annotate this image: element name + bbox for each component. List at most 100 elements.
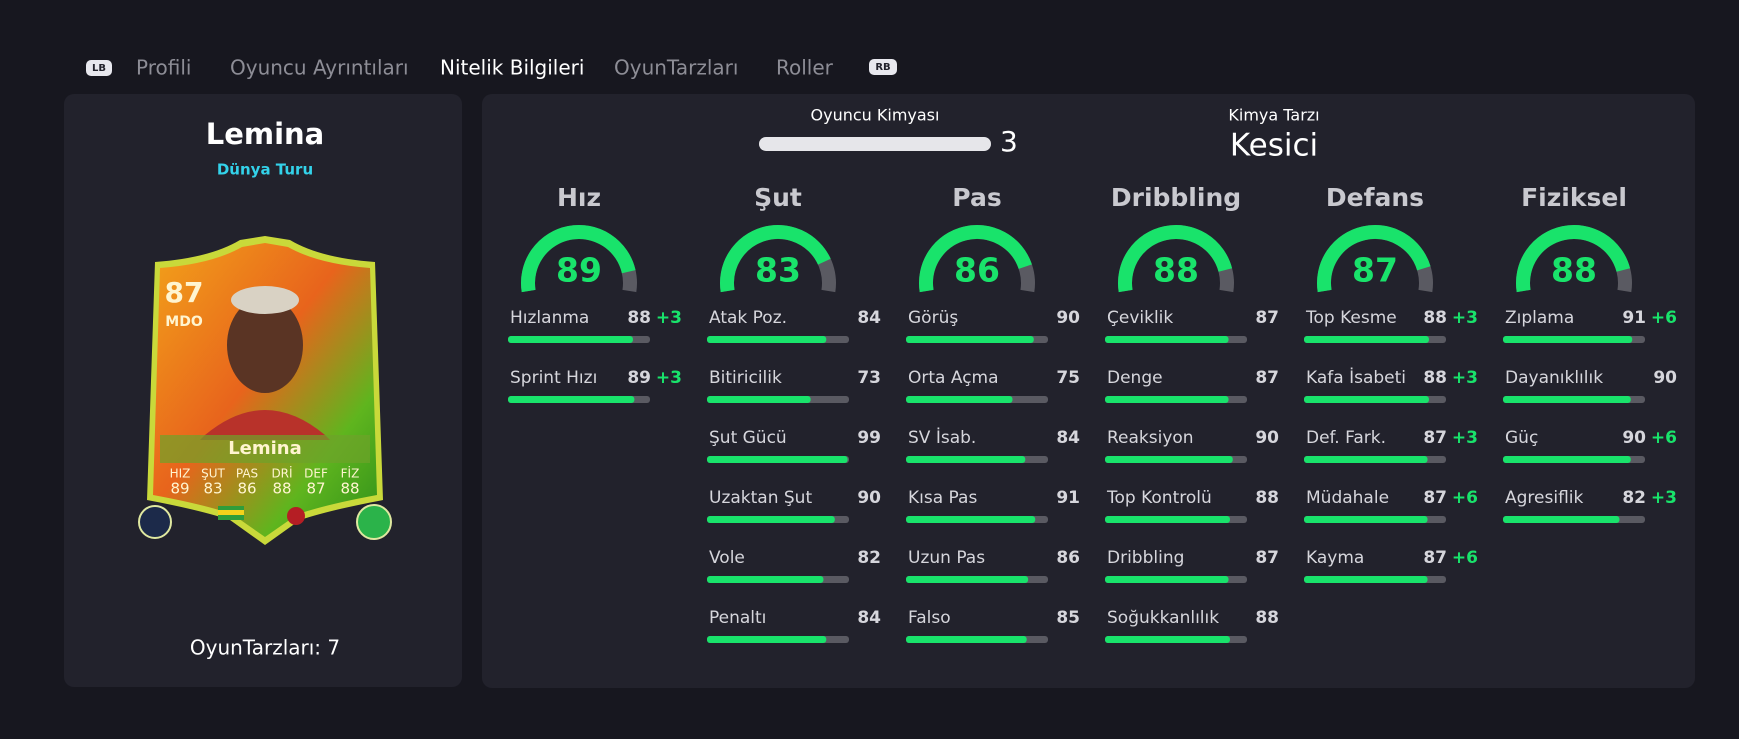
stat-bar <box>707 336 827 343</box>
stat-name: Falso <box>908 608 951 628</box>
card-stat-label: FİZ <box>341 466 360 481</box>
stat-value: 87 <box>1423 488 1447 508</box>
stat-name: Dayanıklılık <box>1505 368 1603 388</box>
stat-value: 90 <box>1653 368 1677 388</box>
card-name-band <box>160 435 370 463</box>
stat-bar <box>1304 576 1428 583</box>
lb-button[interactable] <box>86 60 112 76</box>
stat-bar <box>1105 576 1229 583</box>
stat-name: Sprint Hızı <box>510 368 597 388</box>
card-stat-label: HIZ <box>170 467 191 481</box>
stat-bar <box>906 636 1027 643</box>
stat-boost: +6 <box>1651 428 1677 448</box>
stat-value: 87 <box>1255 548 1279 568</box>
stat-value: 87 <box>1255 308 1279 328</box>
stat-name: Hızlanma <box>510 308 589 328</box>
stat-value: 90 <box>1255 428 1279 448</box>
stat-name: Zıplama <box>1505 308 1574 328</box>
stat-boost: +3 <box>1452 428 1478 448</box>
stat-name: Uzun Pas <box>908 548 985 568</box>
stat-value: 91 <box>1622 308 1646 328</box>
card-stat-label: PAS <box>236 467 258 481</box>
evolution-badge <box>138 505 172 539</box>
stat-name: Dribbling <box>1107 548 1184 568</box>
stat-boost: +3 <box>1452 308 1478 328</box>
stat-name: Kısa Pas <box>908 488 977 508</box>
gauge-value: 86 <box>954 251 1000 290</box>
stat-bar <box>1105 396 1229 403</box>
stat-name: Vole <box>709 548 745 568</box>
category-title: Şut <box>754 183 802 212</box>
card-stat-label: DEF <box>304 467 328 481</box>
stat-bar <box>707 516 835 523</box>
card-stat-value: 88 <box>340 480 359 498</box>
stat-boost: +6 <box>1452 488 1478 508</box>
stat-value: 87 <box>1423 428 1447 448</box>
stat-bar <box>906 396 1013 403</box>
stat-boost: +6 <box>1452 548 1478 568</box>
stat-name: SV İsab. <box>908 427 976 448</box>
playstyles-count: OyunTarzları: 7 <box>190 636 340 660</box>
stat-name: Agresiflik <box>1505 488 1584 508</box>
stat-bar <box>1105 456 1233 463</box>
tab[interactable]: Profili <box>136 56 191 80</box>
card-stat-value: 89 <box>170 480 189 498</box>
player-name: Lemina <box>206 117 325 151</box>
stat-bar <box>707 396 811 403</box>
player-face <box>227 297 303 393</box>
stat-bar <box>1304 516 1428 523</box>
tab[interactable]: Roller <box>776 56 834 80</box>
gauge-fill <box>720 225 831 293</box>
stat-bar <box>1304 396 1429 403</box>
stat-value: 84 <box>857 308 881 328</box>
stat-name: Çeviklik <box>1107 308 1173 328</box>
stat-name: Top Kesme <box>1305 308 1397 328</box>
stat-value: 88 <box>627 308 651 328</box>
stat-value: 90 <box>857 488 881 508</box>
stat-bar <box>1105 636 1230 643</box>
stat-boost: +3 <box>656 368 682 388</box>
stat-name: Soğukkanlılık <box>1107 608 1219 628</box>
stat-value: 84 <box>857 608 881 628</box>
stat-name: Def. Fark. <box>1306 428 1386 448</box>
stat-value: 88 <box>1255 488 1279 508</box>
stat-value: 84 <box>1056 428 1080 448</box>
stat-name: Penaltı <box>709 608 766 628</box>
chemistry-fill <box>759 137 991 151</box>
stat-bar <box>707 636 827 643</box>
stat-value: 91 <box>1056 488 1080 508</box>
stat-name: Uzaktan Şut <box>709 488 812 508</box>
tabs: Profili Oyuncu Ayrıntıları Nitelik Bilgile… <box>136 56 834 80</box>
stat-bar <box>707 576 824 583</box>
tab[interactable]: OyunTarzları <box>614 56 738 80</box>
rb-label: RB <box>875 62 890 73</box>
tab[interactable]: Nitelik Bilgileri <box>440 56 584 80</box>
gauge-value: 87 <box>1352 251 1398 290</box>
stat-bar <box>1105 336 1229 343</box>
card-stat-label: DRİ <box>271 466 292 481</box>
gauge-fill <box>919 225 1032 293</box>
card-stat-value: 88 <box>272 480 291 498</box>
stat-name: Top Kontrolü <box>1106 488 1212 508</box>
category-title: Fiziksel <box>1521 183 1627 212</box>
card-name: Lemina <box>228 438 302 459</box>
stat-value: 85 <box>1056 608 1080 628</box>
stat-name: Denge <box>1107 368 1163 388</box>
gauge-fill <box>1317 225 1431 293</box>
stat-name: Kafa İsabeti <box>1306 367 1406 388</box>
category-title: Dribbling <box>1111 183 1241 212</box>
stat-value: 87 <box>1423 548 1447 568</box>
stat-bar <box>906 576 1029 583</box>
stat-value: 99 <box>857 428 881 448</box>
gauge-value: 83 <box>755 251 801 290</box>
category-title: Defans <box>1326 183 1424 212</box>
stat-name: Şut Gücü <box>709 428 787 448</box>
tab[interactable]: Oyuncu Ayrıntıları <box>230 56 409 80</box>
category-title: Hız <box>557 183 601 212</box>
rb-button[interactable] <box>869 59 897 75</box>
stat-value: 88 <box>1423 308 1447 328</box>
stat-bar <box>906 516 1036 523</box>
chemistry-style: Kesici <box>1230 128 1318 164</box>
